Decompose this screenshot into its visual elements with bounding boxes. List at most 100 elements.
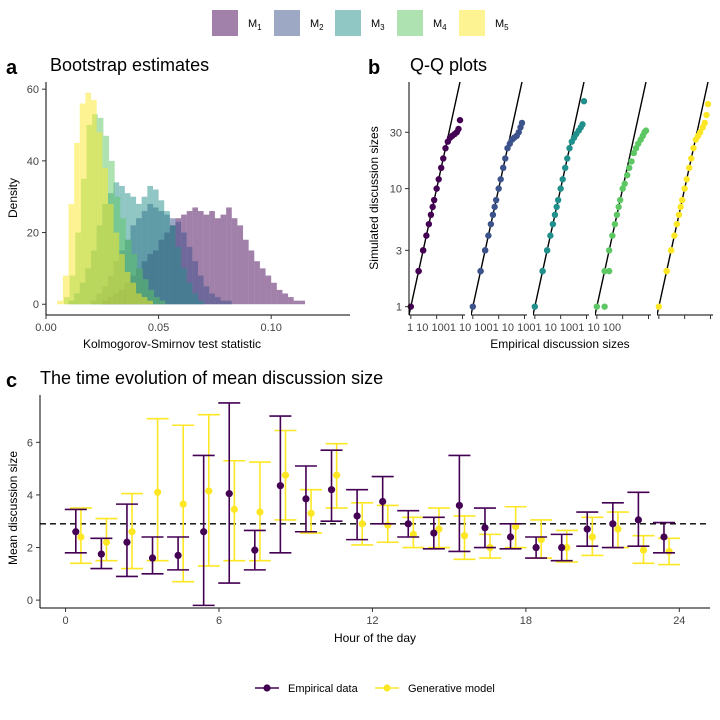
- hist-bar: [130, 282, 137, 305]
- panel-b-xlabel: Empirical discussion sizes: [490, 337, 629, 351]
- panel-a-title: Bootstrap estimates: [50, 55, 209, 75]
- legend-label-m4: M4: [433, 18, 447, 32]
- qq-point: [663, 267, 670, 275]
- hist-bar: [181, 268, 187, 305]
- qq-point: [492, 196, 500, 204]
- legend-swatch-m4: [397, 10, 423, 36]
- y-tick-label: 0: [27, 595, 33, 607]
- legend-swatch-m3: [335, 10, 361, 36]
- hist-series-m5: [57, 92, 153, 305]
- qq-point: [489, 211, 497, 219]
- qq-point: [487, 220, 495, 228]
- qq-point: [624, 171, 631, 179]
- legend-swatch-m1: [212, 10, 238, 36]
- qq-point: [430, 196, 438, 204]
- qq-point: [557, 185, 564, 192]
- qq-point: [678, 196, 686, 204]
- hist-bar: [192, 293, 198, 305]
- mean-point: [128, 528, 136, 536]
- hist-bar: [198, 300, 204, 305]
- legend-label-m5: M5: [495, 18, 509, 32]
- hist-bar: [141, 196, 148, 305]
- hist-bar: [282, 293, 289, 305]
- hist-bar: [231, 218, 238, 305]
- x-tick-label: 0.00: [35, 322, 56, 334]
- mean-point: [148, 554, 157, 562]
- hist-bar: [214, 297, 221, 305]
- qq-point: [683, 176, 690, 183]
- qq-point: [673, 220, 681, 228]
- legend-label: Empirical data: [288, 683, 359, 695]
- mean-point: [639, 546, 648, 554]
- hist-bar: [220, 300, 227, 305]
- legend-label-m2: M2: [310, 18, 324, 32]
- qq-point: [429, 203, 436, 211]
- hist-bar: [248, 250, 255, 305]
- legend-label-m3: M3: [371, 18, 385, 32]
- hist-bar: [62, 275, 69, 305]
- qq-point: [539, 267, 546, 275]
- x-tick-label: 24: [673, 615, 685, 627]
- mean-point: [205, 487, 213, 495]
- qq-point: [601, 303, 608, 310]
- qq-point: [704, 100, 712, 108]
- qq-point: [703, 111, 710, 119]
- qq-point: [628, 158, 635, 165]
- qq-point: [551, 211, 559, 219]
- legend-marker: [383, 684, 391, 692]
- empirical-series: [64, 402, 675, 607]
- mean-point: [276, 482, 284, 490]
- hist-bar: [74, 142, 80, 305]
- hist-bar: [192, 261, 198, 305]
- panel-b-ylabel: Simulated discussion sizes: [367, 126, 381, 269]
- y-tick-label: 3: [396, 245, 402, 257]
- mean-point: [532, 543, 540, 552]
- mean-point: [307, 509, 315, 517]
- panel-c-ylabel: Mean discussion size: [6, 451, 20, 565]
- qq-point: [655, 303, 663, 310]
- hist-bar: [141, 297, 148, 305]
- mean-point: [588, 533, 596, 541]
- hist-bar: [147, 300, 153, 305]
- qq-point: [553, 203, 560, 211]
- qq-point: [562, 164, 569, 172]
- hist-bar: [85, 92, 92, 305]
- qq-point: [497, 176, 504, 183]
- y-tick-label: 2: [27, 543, 33, 555]
- hist-bar: [147, 185, 153, 305]
- qq-point: [427, 211, 435, 219]
- hist-bar: [220, 214, 227, 305]
- qq-point: [433, 185, 440, 192]
- hist-bar: [137, 268, 143, 305]
- legend-marker: [263, 684, 271, 692]
- qq-point: [675, 211, 683, 219]
- hist-bar: [102, 168, 108, 305]
- qq-point: [593, 303, 601, 310]
- y-tick-label: 30: [390, 127, 402, 139]
- panel-a-ylabel: Density: [6, 178, 20, 218]
- mean-point: [200, 528, 208, 536]
- qq-point: [621, 180, 628, 187]
- x-tick-label: 12: [366, 615, 378, 627]
- y-tick-label: 4: [27, 490, 33, 502]
- panel-c-xlabel: Hour of the day: [334, 631, 416, 645]
- hist-bar: [299, 300, 305, 305]
- mean-point: [256, 508, 264, 516]
- qq-point: [701, 119, 708, 127]
- panel-b-xtick-row: 1 10 1001 10 1001 10 1001 10 1001 10 100: [407, 322, 621, 334]
- qq-point: [518, 119, 526, 127]
- qq-point: [667, 247, 675, 254]
- qq-subplot-m3: [531, 82, 589, 319]
- x-tick-label: 18: [520, 615, 532, 627]
- mean-point: [102, 538, 111, 546]
- qq-point: [611, 220, 619, 228]
- qq-point: [564, 155, 571, 162]
- panel-a-xlabel: Kolmogorov-Smirnov test statistic: [83, 337, 261, 351]
- qq-point: [690, 144, 697, 152]
- qq-point: [469, 303, 477, 310]
- mean-point: [558, 543, 566, 552]
- qq-point: [547, 232, 554, 239]
- mean-point: [77, 533, 85, 541]
- hist-bar: [130, 196, 137, 305]
- hist-bar: [186, 282, 193, 305]
